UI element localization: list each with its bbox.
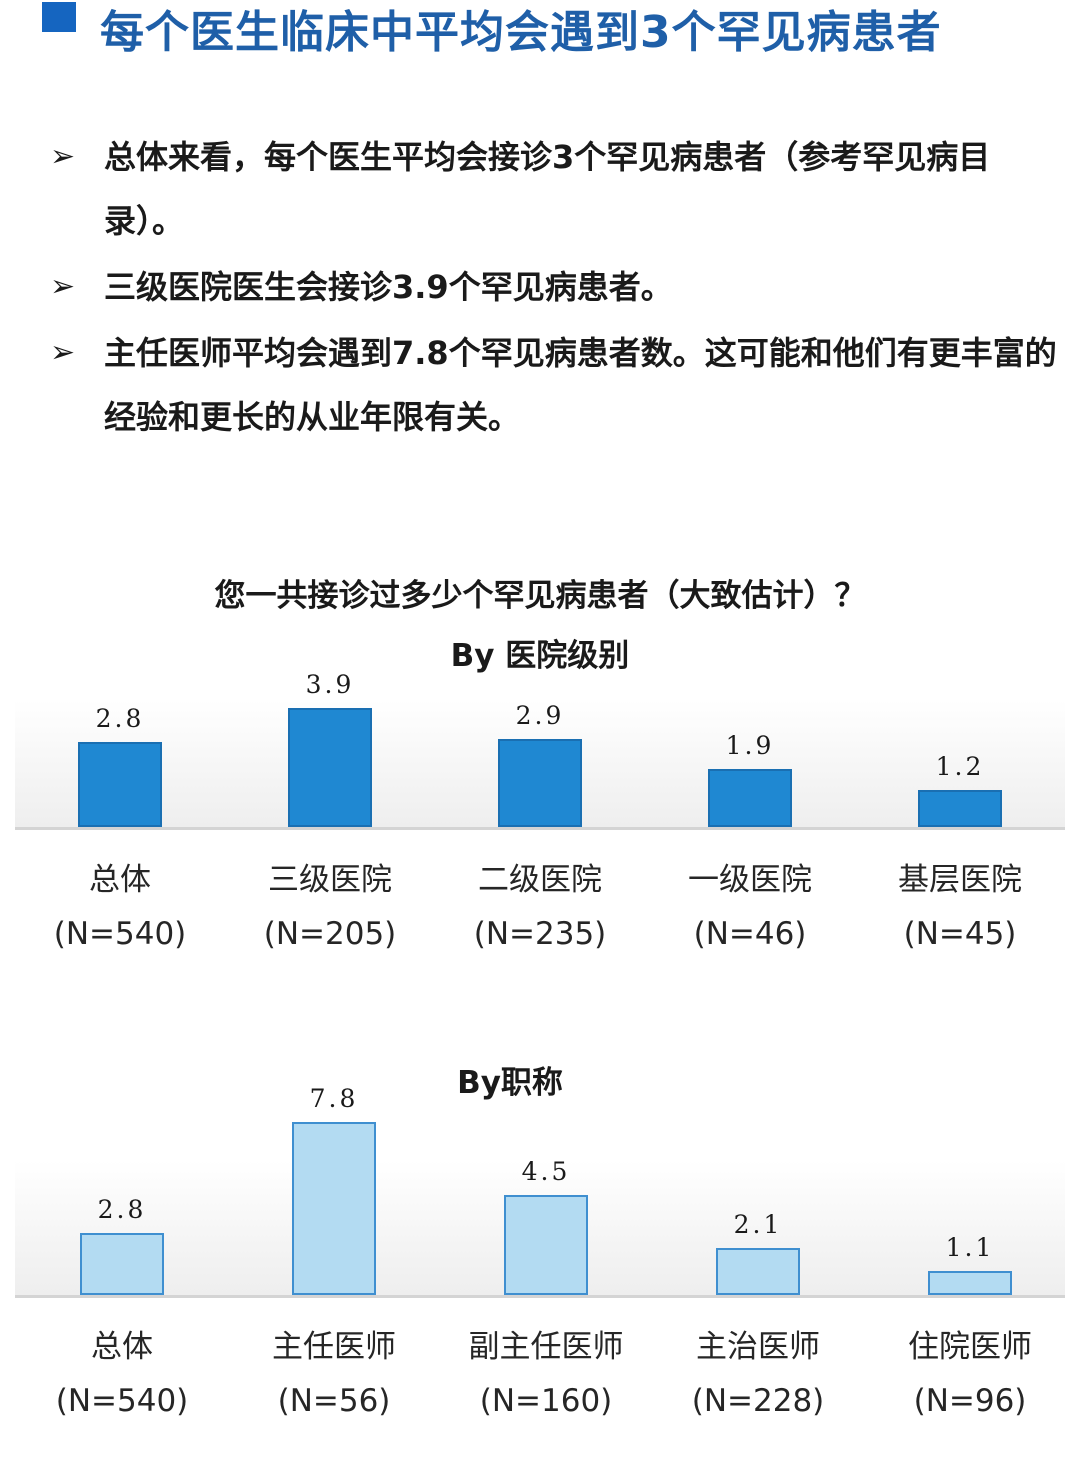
category-name: 主治医师 <box>696 1329 820 1365</box>
sample-size: (N=228) <box>691 1383 825 1419</box>
value-label: 2.8 <box>95 703 145 733</box>
category-name: 住院医师 <box>908 1329 1032 1365</box>
bar-4 <box>716 1248 800 1295</box>
category-name: 基层医院 <box>898 862 1022 898</box>
category-label: 总体 (N=540) <box>15 853 225 961</box>
bullet-text: 三级医院医生会接诊3.9个罕见病患者。 <box>104 268 673 306</box>
bar-3 <box>498 738 582 827</box>
bar-4 <box>708 769 792 827</box>
category-name: 副主任医师 <box>468 1329 624 1365</box>
category-name: 二级医院 <box>478 862 602 898</box>
sample-size: (N=205) <box>263 916 397 952</box>
bar-3 <box>504 1195 588 1295</box>
value-label: 3.9 <box>305 670 355 700</box>
value-label: 2.9 <box>515 700 565 730</box>
x-axis-line <box>15 827 1065 830</box>
sample-size: (N=56) <box>277 1383 391 1419</box>
sample-size: (N=46) <box>693 916 807 952</box>
value-label: 7.8 <box>309 1083 359 1113</box>
category-label: 一级医院 (N=46) <box>645 853 855 961</box>
page-title: 每个医生临床中平均会遇到3个罕见病患者 <box>100 7 942 58</box>
category-label: 总体 (N=540) <box>17 1320 227 1428</box>
category-label: 三级医院 (N=205) <box>225 853 435 961</box>
bar-1 <box>80 1232 164 1295</box>
category-label: 主治医师 (N=228) <box>653 1320 863 1428</box>
value-label: 2.8 <box>97 1194 147 1224</box>
value-label: 1.9 <box>725 731 775 761</box>
category-label: 二级医院 (N=235) <box>435 853 645 961</box>
chart-1-title: By 医院级别 <box>450 638 630 674</box>
bullet-text: 总体来看，每个医生平均会接诊3个罕见病患者（参考罕见病目录）。 <box>104 138 991 240</box>
x-axis-line <box>15 1295 1065 1298</box>
sample-size: (N=96) <box>913 1383 1027 1419</box>
title-bullet-square <box>42 2 76 32</box>
sample-size: (N=540) <box>55 1383 189 1419</box>
value-label: 1.1 <box>945 1232 995 1262</box>
bar-5 <box>918 790 1002 827</box>
category-name: 三级医院 <box>268 862 392 898</box>
arrow-icon: ➢ <box>50 139 76 174</box>
category-label: 住院医师 (N=96) <box>865 1320 1075 1428</box>
bullet-item: ➢ 主任医师平均会遇到7.8个罕见病患者数。这可能和他们有更丰富的经验和更长的从… <box>48 321 1058 449</box>
bar-chart-hospital-level: 2.8 总体 (N=540) 3.9 三级医院 (N=205) 2.9 二级医院 (N=235)… <box>15 670 1065 961</box>
sample-size: (N=540) <box>53 916 187 952</box>
bullet-text: 主任医师平均会遇到7.8个罕见病患者数。这可能和他们有更丰富的经验和更长的从业年… <box>104 334 1057 436</box>
category-name: 主任医师 <box>272 1329 396 1365</box>
category-name: 总体 <box>91 1329 153 1365</box>
bar-2 <box>288 708 372 827</box>
arrow-icon: ➢ <box>50 335 76 370</box>
value-label: 1.2 <box>935 752 985 782</box>
bullet-list: ➢ 总体来看，每个医生平均会接诊3个罕见病患者（参考罕见病目录）。 ➢ 三级医院… <box>48 125 1058 449</box>
sample-size: (N=160) <box>479 1383 613 1419</box>
category-label: 副主任医师 (N=160) <box>441 1320 651 1428</box>
bar-2 <box>292 1121 376 1295</box>
value-label: 4.5 <box>521 1157 571 1187</box>
arrow-icon: ➢ <box>50 269 76 304</box>
bar-1 <box>78 741 162 827</box>
category-name: 一级医院 <box>688 862 812 898</box>
bullet-item: ➢ 总体来看，每个医生平均会接诊3个罕见病患者（参考罕见病目录）。 <box>48 125 1034 253</box>
sample-size: (N=45) <box>903 916 1017 952</box>
chart-2-title: By职称 <box>457 1065 563 1101</box>
bullet-item: ➢ 三级医院医生会接诊3.9个罕见病患者。 <box>48 255 1058 319</box>
sample-size: (N=235) <box>473 916 607 952</box>
survey-question: 您一共接诊过多少个罕见病患者（大致估计）？ <box>214 578 866 614</box>
category-name: 总体 <box>89 862 151 898</box>
category-label: 基层医院 (N=45) <box>855 853 1065 961</box>
value-label: 2.1 <box>733 1210 783 1240</box>
category-label: 主任医师 (N=56) <box>229 1320 439 1428</box>
bar-5 <box>928 1270 1012 1295</box>
